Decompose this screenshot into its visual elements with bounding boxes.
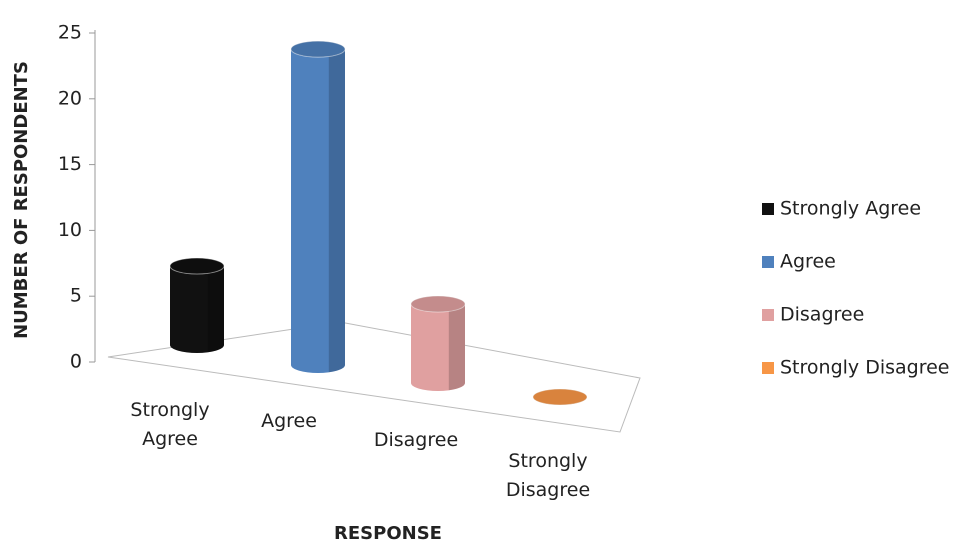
floor bbox=[107, 321, 641, 433]
y-tick-label: 15 bbox=[58, 153, 82, 175]
cylinder bbox=[291, 49, 345, 373]
legend-swatch bbox=[762, 256, 774, 268]
y-tick-label: 10 bbox=[58, 219, 82, 241]
cylinder-shade bbox=[448, 304, 465, 391]
legend-swatch bbox=[762, 203, 774, 215]
cylinder-top bbox=[532, 388, 588, 406]
legend-label: Strongly Agree bbox=[780, 198, 921, 220]
cylinder-top bbox=[290, 40, 346, 58]
legend-label: Strongly Disagree bbox=[780, 357, 949, 379]
y-tick-label: 0 bbox=[70, 351, 82, 373]
legend-label: Disagree bbox=[780, 304, 864, 326]
cylinder-top bbox=[410, 295, 466, 313]
x-tick-label: Strongly Agree bbox=[130, 399, 210, 450]
y-tick-label: 20 bbox=[58, 87, 82, 109]
cylinder-top bbox=[169, 257, 225, 275]
y-axis-title: NUMBER OF RESPONDENTS bbox=[11, 61, 32, 339]
cylinder-shade bbox=[207, 266, 224, 353]
y-tick-label: 25 bbox=[58, 22, 82, 44]
x-tick-label: Agree bbox=[261, 410, 317, 432]
legend-swatch bbox=[762, 309, 774, 321]
cylinder-shade bbox=[328, 49, 345, 373]
cylinder-top-shade bbox=[170, 258, 224, 275]
cylinder-top-shade bbox=[411, 296, 465, 313]
x-axis-title: RESPONSE bbox=[334, 523, 442, 544]
x-tick-label: Disagree bbox=[373, 429, 459, 451]
x-tick-label: Strongly Disagree bbox=[505, 450, 591, 501]
y-tick-label: 5 bbox=[70, 285, 82, 307]
cylinder-top-shade bbox=[533, 389, 587, 405]
cylinder bbox=[411, 304, 465, 391]
legend-label: Agree bbox=[780, 251, 836, 273]
cylinder-top-shade bbox=[291, 41, 345, 58]
legend-swatch bbox=[762, 362, 774, 374]
cylinder bbox=[170, 266, 224, 353]
